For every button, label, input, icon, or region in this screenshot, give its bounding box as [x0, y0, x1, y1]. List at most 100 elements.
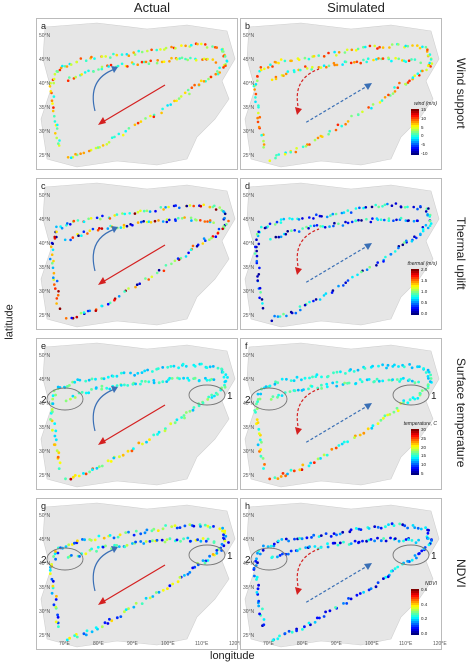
track-point [303, 56, 307, 60]
track-point [340, 442, 344, 446]
track-point [340, 211, 344, 215]
track-point [369, 220, 373, 224]
colorbar-step [411, 117, 419, 120]
track-point [214, 208, 218, 211]
lat-tick-label: 50°N [243, 33, 255, 39]
track-point [315, 373, 319, 377]
track-point [428, 215, 431, 218]
lon-tick-label: 70°E [263, 641, 274, 647]
track-point [168, 218, 171, 222]
track-point [69, 156, 73, 159]
track-point [367, 378, 371, 381]
track-point [421, 45, 424, 49]
track-point [321, 225, 325, 228]
lon-tick-label: 110°E [195, 641, 209, 647]
region-ellipse [392, 384, 430, 406]
colorbar-ramp [411, 269, 419, 315]
track-point [215, 549, 219, 552]
track-point [395, 218, 398, 222]
track-point [57, 290, 60, 293]
track-point [177, 366, 181, 370]
track-point [289, 150, 292, 154]
track-point [410, 366, 414, 370]
track-point [253, 409, 257, 412]
track-point [58, 68, 62, 72]
track-point [140, 50, 144, 54]
track-point [199, 219, 202, 222]
track-point [71, 475, 75, 479]
autumn-arrow [296, 388, 320, 432]
map-panel-d: d 50°N 45°N 40°N 35°N 30°N 25°N thermal (m/s) 2.… [240, 178, 442, 330]
colorbar-step [411, 469, 419, 472]
lat-tick-label: 50°N [39, 513, 51, 519]
lat-tick-label: 50°N [243, 513, 255, 519]
track-point [362, 590, 365, 594]
track-point [164, 427, 167, 430]
track-point [362, 431, 366, 435]
track-point [342, 284, 345, 287]
track-point [410, 58, 413, 61]
track-point [82, 632, 86, 636]
track-point [255, 418, 259, 421]
track-point [335, 384, 339, 388]
track-point [150, 529, 154, 533]
track-point [376, 581, 380, 584]
track-point [363, 367, 367, 370]
track-point [108, 387, 112, 391]
track-point [79, 311, 83, 315]
track-point [346, 440, 349, 444]
track-point [257, 432, 261, 435]
track-point [195, 218, 198, 222]
lat-tick-label: 45°N [39, 57, 51, 63]
track-point [165, 538, 169, 541]
track-point [54, 393, 57, 397]
track-point [220, 367, 224, 371]
track-point [288, 217, 291, 220]
track-point [208, 365, 212, 369]
track-point [177, 97, 181, 100]
track-point [270, 78, 274, 82]
colorbar-title: temperature, C [403, 421, 437, 427]
track-point [146, 49, 149, 53]
track-point [187, 379, 191, 382]
track-point [211, 553, 215, 556]
track-point [115, 616, 119, 620]
arrow-head [111, 66, 118, 73]
track-point [105, 386, 109, 390]
lat-tick-label: 30°N [243, 449, 255, 455]
track-point [377, 364, 380, 368]
track-point [53, 72, 57, 76]
track-point [175, 526, 179, 530]
track-point [169, 365, 173, 368]
track-point [208, 205, 212, 209]
track-point [117, 295, 121, 298]
track-point [278, 634, 281, 638]
track-point [408, 398, 412, 402]
track-point [398, 81, 401, 85]
track-point [254, 100, 257, 104]
colorbar-step [411, 269, 419, 272]
track-point [259, 66, 263, 69]
lat-tick-label: 40°N [39, 241, 51, 247]
track-point [280, 377, 284, 381]
arrow-head [98, 437, 106, 445]
track-point [371, 103, 375, 106]
track-point [300, 537, 304, 541]
track-point [413, 235, 416, 238]
track-point [199, 79, 203, 83]
track-point [64, 317, 68, 320]
track-point [413, 74, 416, 77]
colorbar-step [411, 441, 419, 444]
track-point [416, 72, 420, 75]
autumn-arrow [296, 68, 320, 112]
track-point [353, 539, 357, 543]
track-point [415, 236, 418, 240]
track-point [136, 63, 139, 66]
track-point [395, 406, 399, 410]
track-point [346, 221, 350, 225]
track-point [218, 71, 221, 74]
lat-tick-label: 40°N [39, 81, 51, 87]
track-point [204, 539, 208, 543]
track-point [324, 610, 327, 614]
track-point [304, 546, 308, 549]
